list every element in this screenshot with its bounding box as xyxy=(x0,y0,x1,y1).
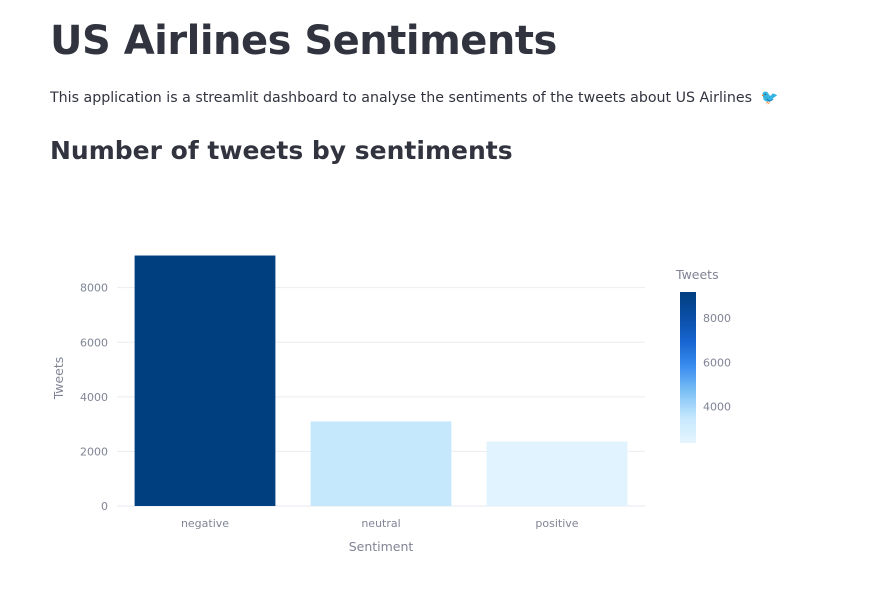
colorbar-title: Tweets xyxy=(675,267,719,282)
x-axis: negative neutral positive xyxy=(181,517,579,530)
x-tick-label: neutral xyxy=(361,517,400,530)
y-axis-title: Tweets xyxy=(51,357,66,401)
bar-positive[interactable] xyxy=(486,441,628,506)
bird-emoji-icon: 🐦 xyxy=(760,90,779,106)
x-axis-title: Sentiment xyxy=(349,539,414,554)
description-text: This application is a streamlit dashboar… xyxy=(50,90,752,106)
bar-neutral[interactable] xyxy=(310,421,452,506)
colorbar-gradient xyxy=(680,292,696,443)
x-tick-label: positive xyxy=(535,517,578,530)
colorbar-tick-label: 4000 xyxy=(703,401,731,414)
y-tick-label: 2000 xyxy=(80,445,108,458)
y-tick-label: 0 xyxy=(101,500,108,513)
x-tick-label: negative xyxy=(181,517,229,530)
y-tick-label: 4000 xyxy=(80,391,108,404)
colorbar-tick-label: 6000 xyxy=(703,356,731,369)
bar-negative[interactable] xyxy=(134,255,276,506)
colorbar-tick-label: 8000 xyxy=(703,312,731,325)
page-description: This application is a streamlit dashboar… xyxy=(50,90,778,106)
bars[interactable] xyxy=(134,255,628,506)
colorbar-ticks: 4000 6000 8000 xyxy=(703,312,731,414)
grid-lines xyxy=(117,287,645,507)
page-title: US Airlines Sentiments xyxy=(50,18,557,64)
y-tick-label: 8000 xyxy=(80,282,108,295)
chart-subheader: Number of tweets by sentiments xyxy=(50,136,513,165)
y-axis: 0 2000 4000 6000 8000 xyxy=(80,282,108,513)
colorbar-legend: Tweets 4000 6000 8000 xyxy=(675,267,731,443)
y-tick-label: 6000 xyxy=(80,336,108,349)
